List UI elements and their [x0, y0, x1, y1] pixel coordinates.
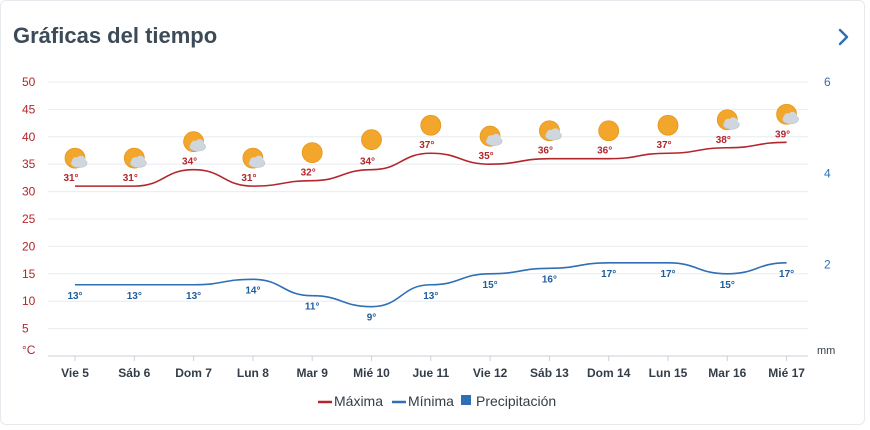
y-axis-right: 2 4 6 mm — [817, 75, 835, 357]
sun-disc — [598, 120, 620, 142]
cloud-puff — [254, 155, 264, 165]
data-label-max: 31° — [63, 173, 78, 184]
partly-cloudy-icon — [539, 120, 562, 142]
data-label-min: 17° — [779, 269, 794, 280]
y-left-tick: 50 — [22, 75, 36, 89]
data-labels: 31° 31° 34° 31° 32° 34° 37° 35° 36° 36° 37° 38° 39° 1… — [63, 129, 794, 323]
y-left-tick: 35 — [22, 157, 36, 171]
data-label-min: 13° — [186, 291, 201, 302]
sun-disc — [420, 114, 442, 136]
x-axis: Vie 5 Sáb 6 Dom 7 Lun 8 Mar 9 Mié 10 Jue 11 Vie… — [48, 355, 808, 380]
y-right-tick: 6 — [824, 75, 831, 89]
data-label-min: 11° — [305, 302, 320, 313]
data-label-max: 31° — [123, 173, 138, 184]
data-label-min: 13° — [67, 291, 82, 302]
data-label-min: 15° — [483, 280, 498, 291]
x-tick-label: Mar 16 — [708, 366, 746, 380]
data-label-max: 38° — [716, 135, 731, 146]
data-label-min: 13° — [423, 291, 438, 302]
data-label-max: 31° — [241, 173, 256, 184]
data-label-max: 36° — [597, 146, 612, 157]
legend-item: Precipitación — [476, 393, 556, 409]
data-label-min: 17° — [601, 269, 616, 280]
sun-icon — [657, 114, 679, 136]
data-label-max: 34° — [182, 157, 197, 168]
data-label-min: 14° — [245, 285, 260, 296]
chart-grid — [48, 81, 808, 330]
partly-cloudy-icon — [183, 131, 206, 153]
partly-cloudy-icon — [776, 103, 799, 125]
partly-cloudy-icon — [716, 109, 740, 131]
legend-item: Mínima — [408, 393, 454, 409]
data-label-min: 17° — [660, 269, 675, 280]
legend-swatch-square — [461, 395, 471, 405]
cloud-puff — [728, 117, 738, 127]
data-label-max: 35° — [479, 151, 494, 162]
sun-icon — [598, 120, 620, 142]
y-right-unit: mm — [817, 345, 835, 357]
partly-cloudy-icon — [64, 147, 88, 169]
sun-icon — [361, 129, 382, 151]
partly-cloudy-icon — [242, 147, 266, 169]
chevron-right-icon[interactable] — [831, 23, 855, 51]
x-tick-label: Vie 5 — [61, 366, 89, 380]
x-tick-label: Dom 7 — [175, 366, 212, 380]
series-line-minima — [74, 262, 787, 308]
x-tick-label: Sáb 13 — [530, 366, 569, 380]
cloud-puff — [788, 111, 798, 121]
y-right-tick: 2 — [824, 258, 831, 272]
y-left-tick: 30 — [22, 185, 36, 199]
x-tick-label: Jue 11 — [412, 366, 449, 380]
sun-icon — [301, 142, 323, 164]
weather-icons — [64, 103, 799, 169]
data-label-min: 13° — [127, 291, 142, 302]
data-label-min: 9° — [367, 313, 377, 324]
x-tick-label: Sáb 6 — [118, 366, 150, 380]
cloud-puff — [195, 139, 205, 149]
sun-icon — [420, 114, 442, 136]
data-label-max: 36° — [538, 146, 553, 157]
sun-disc — [361, 129, 382, 151]
y-left-tick: 25 — [22, 212, 36, 226]
card-title: Gráficas del tiempo — [13, 23, 218, 48]
partly-cloudy-icon — [479, 125, 503, 147]
y-left-tick: 20 — [22, 239, 36, 253]
legend-item: Máxima — [334, 393, 383, 409]
cloud-puff — [76, 155, 86, 165]
x-tick-label: Lun 15 — [649, 366, 688, 380]
y-left-tick: 15 — [22, 267, 36, 281]
x-tick-label: Vie 12 — [473, 366, 508, 380]
sun-disc — [301, 142, 323, 164]
sun-disc — [657, 114, 679, 136]
partly-cloudy-icon — [123, 147, 147, 169]
y-right-tick: 4 — [824, 166, 831, 180]
series-lines — [74, 141, 787, 308]
y-left-tick: 40 — [22, 130, 36, 144]
chart-legend: Máxima Mínima Precipitación — [318, 393, 556, 409]
x-tick-label: Lun 8 — [237, 366, 269, 380]
data-label-max: 37° — [419, 140, 434, 151]
series-line-maxima — [75, 141, 787, 187]
data-label-max: 39° — [775, 129, 790, 140]
y-left-tick: 45 — [22, 102, 36, 116]
y-axis-left: 5 10 15 20 25 30 35 40 45 50 °C — [22, 75, 36, 357]
data-label-min: 16° — [542, 274, 557, 285]
x-tick-label: Dom 14 — [587, 366, 631, 380]
y-left-tick: 10 — [22, 294, 36, 308]
x-tick-label: Mié 10 — [353, 366, 390, 380]
y-left-tick: 5 — [22, 322, 29, 336]
data-label-max: 32° — [301, 168, 316, 179]
cloud-puff — [135, 155, 145, 165]
x-tick-label: Mié 17 — [768, 366, 805, 380]
data-label-max: 37° — [656, 140, 671, 151]
data-label-max: 34° — [360, 157, 375, 168]
x-tick-label: Mar 9 — [297, 366, 329, 380]
cloud-puff — [491, 133, 501, 143]
y-left-unit: °C — [22, 343, 36, 357]
cloud-puff — [550, 128, 560, 138]
data-label-min: 15° — [720, 280, 735, 291]
